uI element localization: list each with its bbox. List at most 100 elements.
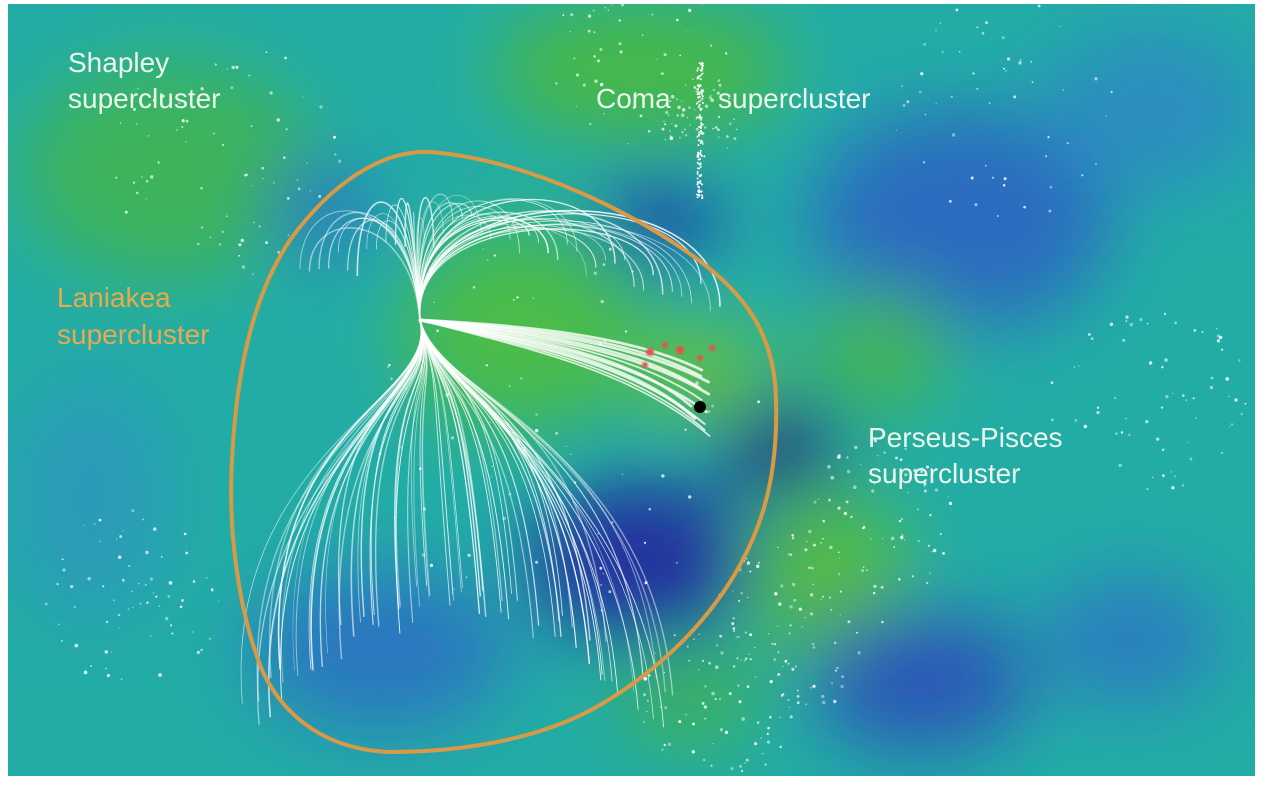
galaxy-dot [846,456,849,459]
galaxy-dot [621,473,624,476]
galaxy-dot [1209,385,1214,390]
galaxy-dot [1074,419,1078,422]
galaxy-dot [904,447,907,450]
galaxy-dot [1192,397,1195,400]
galaxy-dot [200,648,203,652]
galaxy-dot [654,652,657,654]
galaxy-dot [918,90,922,94]
galaxy-dot [1114,397,1116,399]
galaxy-dot [700,92,703,95]
galaxy-dot [667,742,672,746]
galaxy-dot [698,668,700,671]
galaxy-dot [44,602,48,606]
galaxy-dot [756,721,760,724]
galaxy-dot [429,563,434,568]
galaxy-dot [780,694,784,697]
galaxy-dot [676,18,679,22]
galaxy-dot [698,131,701,134]
galaxy-dot [862,526,865,530]
galaxy-dot [901,85,903,87]
galaxy-dot [837,551,840,554]
galaxy-dot [1087,333,1091,336]
galaxy-dot [593,271,598,276]
galaxy-dot [390,377,393,380]
galaxy-dot [732,627,736,630]
galaxy-dot [688,106,691,109]
galaxy-dot [1095,162,1097,165]
galaxy-dot [569,30,571,33]
galaxy-dot [812,543,816,547]
galaxy-dot [789,553,793,557]
galaxy-dot [1120,431,1124,434]
galaxy-dot [688,659,691,662]
galaxy-dot [810,593,814,597]
galaxy-dot [535,413,538,416]
galaxy-dot [821,595,825,598]
galaxy-dot [62,568,66,572]
galaxy-dot [696,102,698,105]
galaxy-dot [1003,67,1005,70]
galaxy-dot [1049,185,1053,189]
galaxy-dot [698,186,700,189]
galaxy-dot [847,620,851,624]
flow-line [419,209,721,321]
galaxy-dot [1215,327,1218,330]
galaxy-dot [1045,155,1048,158]
galaxy-dot [700,131,703,134]
galaxy-dot [698,75,701,78]
galaxy-dot [106,674,110,677]
galaxy-dot [856,631,858,634]
galaxy-dot [116,538,118,540]
galaxy-dot [757,561,760,564]
galaxy-dot [1210,376,1214,380]
galaxy-dot [771,642,774,645]
galaxy-dot [491,465,493,468]
galaxy-dot [822,519,825,523]
galaxy-dot [465,576,468,579]
galaxy-dot [704,126,707,129]
galaxy-dot [1201,331,1204,333]
galaxy-dot [703,705,708,709]
galaxy-dot [860,464,862,466]
galaxy-dot [903,539,906,541]
galaxy-dot [698,190,701,193]
galaxy-dot [1020,59,1022,61]
galaxy-dot [718,698,722,701]
galaxy-dot [168,581,173,585]
galaxy-dot [712,127,714,130]
galaxy-dot [1078,365,1080,367]
galaxy-dot [939,533,942,536]
galaxy-dot [768,633,770,635]
galaxy-dot [684,428,687,431]
galaxy-dot [1003,177,1007,181]
galaxy-dot [830,475,835,480]
galaxy-dot [1081,174,1084,177]
galaxy-dot [117,613,121,617]
galaxy-dot [261,166,265,170]
galaxy-dot [1216,334,1220,338]
galaxy-dot [791,582,796,587]
galaxy-dot [679,54,682,57]
label-line: supercluster [57,319,210,350]
galaxy-dot [230,86,234,90]
galaxy-dot [285,128,288,131]
galaxy-dot [749,570,752,573]
galaxy-dot [1018,61,1022,65]
galaxy-dot [592,9,595,12]
galaxy-dot [569,453,572,456]
galaxy-dot [696,170,699,173]
galaxy-dot [1037,4,1041,8]
flow-line [419,198,578,321]
galaxy-dot [839,590,842,593]
galaxy-dot [1047,136,1050,139]
galaxy-dot [717,79,720,83]
galaxy-dot [699,129,702,132]
galaxy-dot [1228,395,1230,398]
galaxy-dot [738,700,742,704]
galaxy-dot [955,8,959,12]
galaxy-dot [873,439,878,443]
galaxy-dot [618,19,621,22]
galaxy-dot [1031,81,1034,83]
galaxy-dot [1174,321,1177,325]
galaxy-dot [699,84,702,87]
